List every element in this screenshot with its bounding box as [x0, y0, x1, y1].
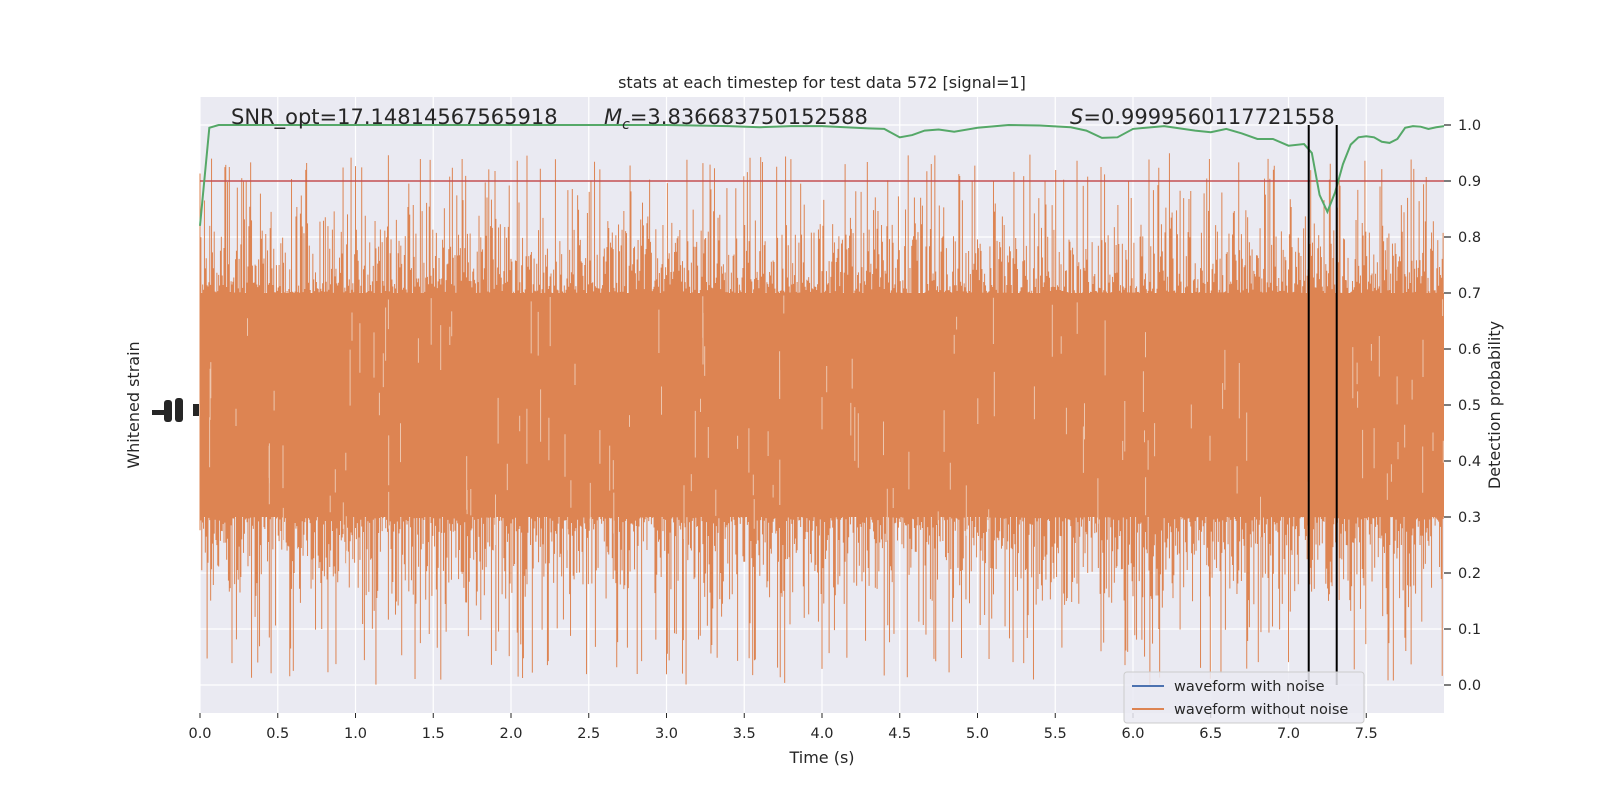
y-tick-label: 0.0: [1458, 678, 1481, 694]
x-tick-label: 2.0: [499, 726, 522, 742]
annotation-mc-value: =3.836683750152588: [630, 105, 868, 129]
x-tick-label: 5.0: [966, 726, 989, 742]
x-tick-label: 7.5: [1355, 726, 1378, 742]
y-tick-label: 1.0: [1458, 118, 1481, 134]
x-tick-label: 0.5: [266, 726, 289, 742]
x-axis-label: Time (s): [788, 748, 854, 767]
x-tick-label: 5.5: [1044, 726, 1067, 742]
y-tick-label: 0.4: [1458, 454, 1481, 470]
legend-box: [1123, 671, 1365, 724]
x-tick-label: 6.5: [1199, 726, 1222, 742]
annotation-mc-subscript: c: [622, 117, 630, 133]
x-tick-label: 3.0: [655, 726, 678, 742]
y-tick-label: 0.1: [1458, 622, 1481, 638]
left-tick-mark: [164, 400, 172, 422]
left-tick-mark: [193, 404, 199, 416]
y-tick-label: 0.2: [1458, 566, 1481, 582]
x-tick-label: 3.5: [733, 726, 756, 742]
series-waveform-without-noise: [199, 153, 1444, 685]
y-tick-label: 0.7: [1458, 286, 1481, 302]
x-axis-ticks: 0.0 0.5 1.0 1.5 2.0 2.5 3.0 3.5 4.0 4.5 5.0 5.5 6.0 6…: [188, 713, 1378, 742]
annotation-snr: SNR_opt=17.14814567565918: [231, 105, 558, 130]
annotation-chirp-mass: Mc=3.836683750152588: [604, 105, 868, 133]
x-tick-label: 1.5: [422, 726, 445, 742]
x-tick-label: 4.0: [810, 726, 833, 742]
legend: waveform with noise waveform without noi…: [1123, 671, 1365, 724]
x-tick-label: 6.0: [1121, 726, 1144, 742]
left-tick-mark: [152, 410, 166, 415]
annotation-s-symbol: S: [1070, 105, 1083, 129]
series-detection-probability: [199, 123, 1445, 226]
legend-entry-waveform-without-noise: waveform without noise: [1174, 702, 1348, 718]
legend-entry-waveform-with-noise: waveform with noise: [1174, 679, 1325, 695]
y-tick-label: 0.3: [1458, 510, 1481, 526]
annotation-s-score: S=0.9999560117721558: [1070, 105, 1335, 129]
y-tick-label: 0.9: [1458, 174, 1481, 190]
vertical-markers: [1307, 125, 1338, 685]
y-tick-label: 0.8: [1458, 230, 1481, 246]
x-tick-label: 4.5: [888, 726, 911, 742]
left-axis-tick-marks: [152, 398, 199, 422]
x-tick-label: 2.5: [577, 726, 600, 742]
annotation-s-value: =0.9999560117721558: [1083, 105, 1334, 129]
left-tick-mark: [175, 398, 183, 422]
waveform-spikes: [199, 153, 1444, 685]
right-y-axis-label: Detection probability: [1485, 321, 1504, 489]
annotation-mc-symbol: M: [604, 105, 622, 129]
waveform-texture: [209, 295, 1444, 567]
left-y-axis-label: Whitened strain: [124, 341, 143, 468]
y-tick-label: 0.5: [1458, 398, 1481, 414]
chart-title: stats at each timestep for test data 572…: [618, 73, 1026, 92]
x-tick-label: 0.0: [188, 726, 211, 742]
right-y-axis-ticks: 0.0 0.1 0.2 0.3 0.4 0.5 0.6 0.7 0.8 0.9 1.0: [1444, 118, 1481, 694]
x-tick-label: 7.0: [1277, 726, 1300, 742]
x-tick-label: 1.0: [344, 726, 367, 742]
y-tick-label: 0.6: [1458, 342, 1481, 358]
